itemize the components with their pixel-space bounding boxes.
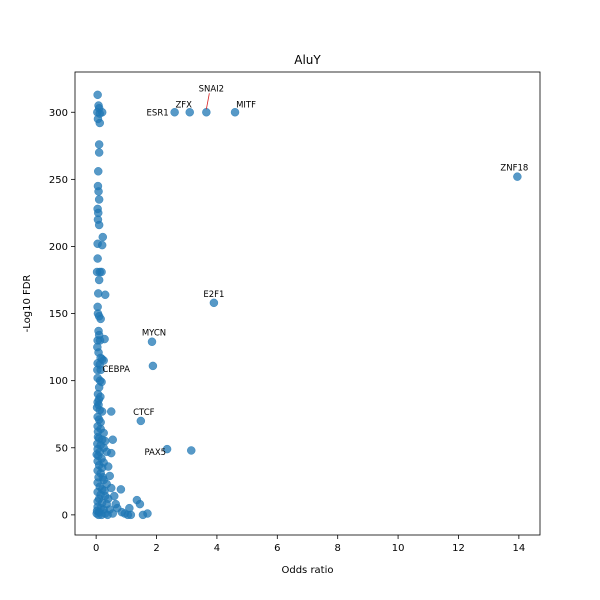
data-point — [94, 220, 104, 230]
y-tick-label: 250 — [49, 175, 68, 186]
x-tick-label: 8 — [335, 543, 341, 554]
point-annotation: ZNF18 — [500, 164, 528, 174]
data-point — [209, 298, 219, 308]
data-point — [94, 275, 104, 285]
data-point — [94, 289, 103, 298]
point-annotation: MITF — [236, 100, 256, 110]
point-annotation: ZFX — [175, 100, 192, 110]
data-point — [125, 503, 134, 513]
data-point — [513, 172, 522, 181]
data-point — [94, 167, 103, 176]
data-point — [92, 450, 101, 459]
x-tick-label: 12 — [452, 543, 465, 554]
point-annotation: ESR1 — [147, 108, 169, 118]
point-annotation: SNAI2 — [199, 84, 224, 94]
plot-frame — [74, 71, 541, 536]
data-point — [103, 462, 113, 471]
data-point — [110, 491, 119, 501]
points-layer — [92, 90, 522, 520]
data-point — [95, 118, 105, 128]
data-point — [202, 108, 211, 117]
annotation-layer: ESR1 ZFX SNAI2 MITF ZNF18 E2F1 MYCN CEBPA CTCF PA… — [102, 84, 528, 458]
x-tick-label: 10 — [392, 543, 405, 554]
data-point — [116, 485, 126, 494]
data-point — [98, 473, 108, 482]
point-annotation: PAX5 — [144, 448, 166, 458]
data-point — [94, 140, 104, 149]
data-point — [147, 337, 157, 346]
data-point — [148, 361, 158, 371]
data-point — [93, 342, 102, 352]
y-axis-ticks: 0 50 100 150 200 250 300 — [49, 108, 75, 521]
data-point — [94, 195, 104, 204]
data-point — [162, 444, 172, 454]
y-tick-label: 150 — [49, 309, 68, 320]
x-axis-ticks: 0 2 4 6 8 10 12 14 — [93, 535, 525, 554]
data-point — [143, 509, 152, 518]
data-point — [97, 108, 107, 117]
y-tick-label: 300 — [49, 108, 68, 119]
data-point — [135, 499, 145, 509]
data-point — [106, 448, 116, 458]
y-axis-label: -Log10 FDR — [22, 275, 33, 333]
data-point — [100, 334, 109, 344]
x-tick-label: 2 — [153, 543, 159, 554]
y-tick-label: 100 — [49, 376, 68, 387]
data-point — [106, 407, 116, 416]
data-point — [170, 108, 179, 117]
data-point — [97, 267, 106, 277]
data-point — [100, 486, 109, 495]
point-annotation: E2F1 — [203, 290, 224, 300]
data-point — [98, 232, 108, 242]
y-tick-label: 200 — [49, 242, 68, 253]
x-tick-label: 14 — [512, 543, 525, 554]
x-axis-label: Odds ratio — [281, 565, 333, 576]
annotation-leader-line — [205, 93, 210, 110]
data-point — [185, 108, 194, 117]
point-annotation: CEBPA — [102, 365, 130, 375]
point-annotation: CTCF — [133, 408, 155, 418]
data-point — [94, 187, 103, 196]
data-point — [95, 376, 105, 385]
data-point — [96, 314, 105, 324]
point-annotation: MYCN — [142, 329, 166, 339]
data-point — [100, 290, 110, 300]
data-point — [97, 240, 107, 250]
data-point — [136, 416, 146, 426]
data-point — [93, 254, 102, 263]
data-point — [94, 148, 104, 157]
data-point — [94, 395, 104, 404]
data-point — [108, 435, 117, 444]
data-point — [93, 90, 102, 100]
y-tick-label: 50 — [55, 443, 68, 454]
x-tick-label: 0 — [93, 543, 99, 554]
chart-title: AluY — [294, 53, 321, 67]
y-tick-label: 0 — [62, 510, 68, 521]
data-point — [93, 427, 103, 436]
data-point — [187, 446, 196, 455]
data-point — [230, 108, 240, 117]
x-tick-label: 6 — [274, 543, 280, 554]
x-tick-label: 4 — [214, 543, 220, 554]
data-point — [103, 510, 112, 520]
data-point — [96, 365, 105, 375]
